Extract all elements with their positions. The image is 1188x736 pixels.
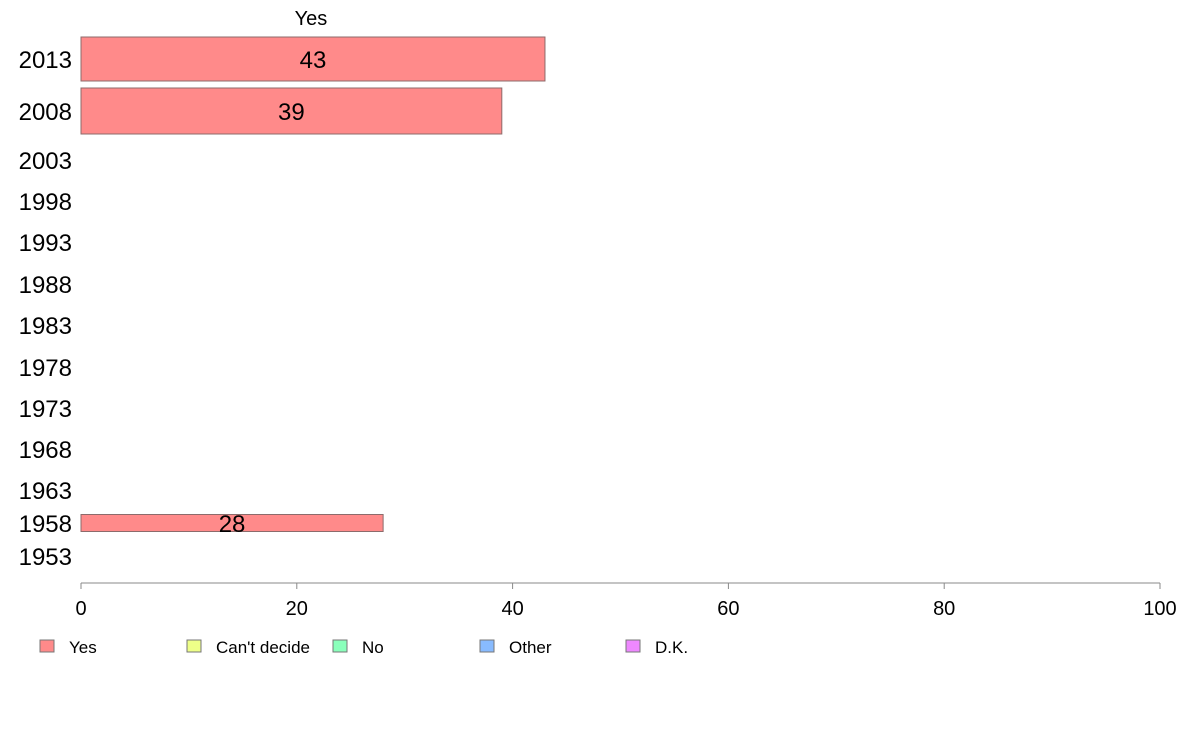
- year-label-1973: 1973: [19, 396, 72, 423]
- legend-label-3: Other: [509, 638, 552, 657]
- year-label-1968: 1968: [19, 437, 72, 464]
- bars: 43 39 28: [80, 36, 546, 538]
- x-tick-label-100: 100: [1143, 598, 1176, 620]
- legend-label-1: Can't decide: [216, 638, 310, 657]
- year-label-1983: 1983: [19, 313, 72, 340]
- year-label-1978: 1978: [19, 355, 72, 382]
- year-label-1993: 1993: [19, 230, 72, 257]
- bar-2008: [80, 87, 503, 135]
- legend-swatch-4: [625, 639, 641, 653]
- bar-label-2013: 43: [300, 47, 327, 74]
- x-tick-label-20: 20: [286, 598, 308, 620]
- year-label-2008: 2008: [19, 99, 72, 126]
- bar-label-2008: 39: [278, 99, 305, 126]
- x-tick-label-60: 60: [717, 598, 739, 620]
- legend-swatch-1: [186, 639, 202, 653]
- legend-swatch-2: [332, 639, 348, 653]
- x-axis: 0 20 40 60 80 100: [75, 582, 1177, 620]
- year-label-2013: 2013: [19, 47, 72, 74]
- year-labels: 2013 2008 2003 1998 1993 1988 1983 1978 1973 1968…: [19, 47, 72, 571]
- legend-label-0: Yes: [69, 638, 97, 657]
- x-tick-label-80: 80: [933, 598, 955, 620]
- legend: Yes Can't decide No Other D.K.: [39, 638, 688, 657]
- bar-label-1958: 28: [219, 511, 246, 538]
- legend-label-2: No: [362, 638, 384, 657]
- column-title: Yes: [295, 8, 328, 30]
- x-tick-label-0: 0: [75, 598, 86, 620]
- year-label-1988: 1988: [19, 272, 72, 299]
- year-label-1953: 1953: [19, 544, 72, 571]
- legend-swatch-0: [39, 639, 55, 653]
- legend-swatch-3: [479, 639, 495, 653]
- year-label-1963: 1963: [19, 478, 72, 505]
- year-label-2003: 2003: [19, 148, 72, 175]
- year-label-1998: 1998: [19, 189, 72, 216]
- bar-1958: [80, 514, 384, 532]
- legend-label-4: D.K.: [655, 638, 688, 657]
- year-label-1958: 1958: [19, 511, 72, 538]
- x-tick-label-40: 40: [501, 598, 523, 620]
- bar-2013: [80, 36, 546, 82]
